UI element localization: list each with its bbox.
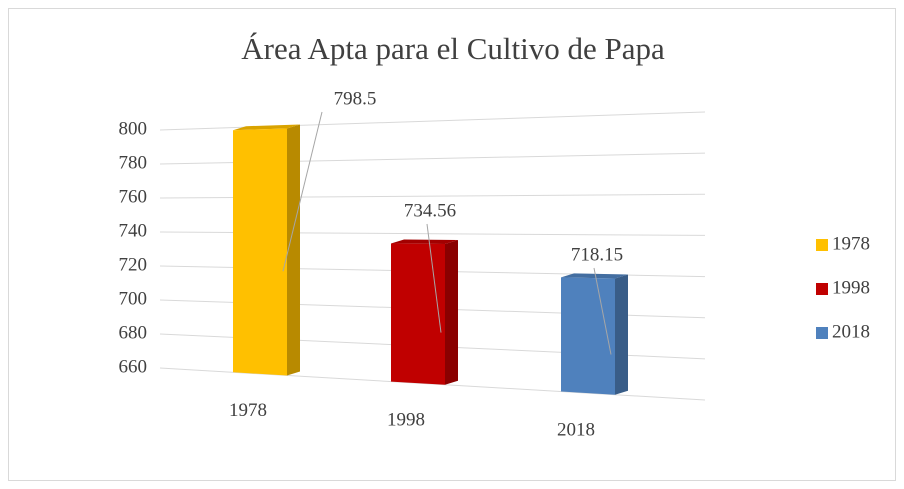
x-tick-label: 2018 xyxy=(557,419,595,440)
y-tick-label: 780 xyxy=(119,152,148,173)
legend-label: 1978 xyxy=(832,233,870,254)
leader-line xyxy=(282,111,323,272)
leader-line xyxy=(426,223,442,333)
bar-top xyxy=(391,239,458,245)
bar xyxy=(233,128,287,376)
bar-side xyxy=(445,240,458,385)
y-tick-label: 720 xyxy=(119,254,148,275)
chart-title: Área Apta para el Cultivo de Papa xyxy=(241,31,665,66)
bar-top xyxy=(233,124,300,131)
y-tick-label: 740 xyxy=(119,220,148,241)
legend-swatch xyxy=(816,283,828,295)
legend-swatch xyxy=(816,327,828,339)
legend-swatch xyxy=(816,239,828,251)
bar-side xyxy=(287,124,300,376)
y-tick-label: 760 xyxy=(119,186,148,207)
x-tick-label: 1978 xyxy=(229,400,267,421)
y-tick-label: 660 xyxy=(119,356,148,377)
y-tick-label: 800 xyxy=(119,118,148,139)
data-label: 798.5 xyxy=(334,88,377,109)
leader-line xyxy=(593,267,612,355)
x-tick-label: 1998 xyxy=(387,410,425,431)
bar xyxy=(391,243,445,385)
y-tick-label: 680 xyxy=(119,322,148,343)
legend-label: 1998 xyxy=(832,277,870,298)
data-label: 734.56 xyxy=(404,200,456,221)
y-tick-label: 700 xyxy=(119,288,148,309)
bar-side xyxy=(615,274,628,395)
legend-label: 2018 xyxy=(832,321,870,342)
bar-top xyxy=(561,273,628,279)
data-label: 718.15 xyxy=(571,244,623,265)
